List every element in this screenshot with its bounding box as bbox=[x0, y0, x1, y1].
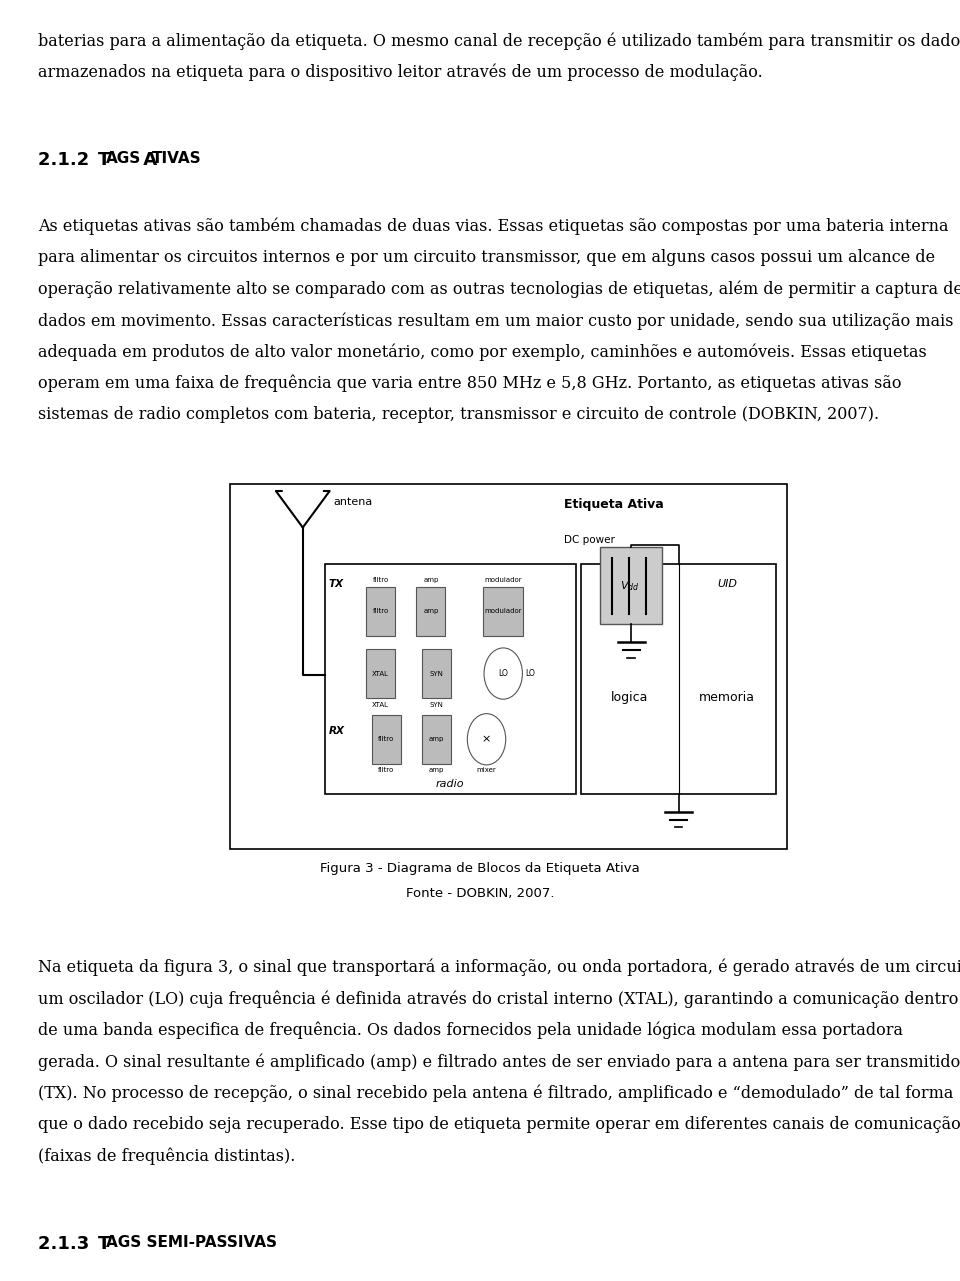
Text: filtro: filtro bbox=[372, 608, 389, 615]
Text: modulador: modulador bbox=[485, 578, 522, 583]
Text: radio: radio bbox=[436, 779, 465, 789]
Text: gerada. O sinal resultante é amplificado (amp) e filtrado antes de ser enviado p: gerada. O sinal resultante é amplificado… bbox=[38, 1053, 960, 1071]
Circle shape bbox=[468, 714, 506, 765]
Text: para alimentar os circuitos internos e por um circuito transmissor, que em algun: para alimentar os circuitos internos e p… bbox=[38, 250, 936, 266]
Text: UID: UID bbox=[717, 579, 737, 589]
Text: mixer: mixer bbox=[477, 767, 496, 774]
Bar bbox=[422, 649, 451, 698]
Text: A: A bbox=[137, 151, 157, 169]
Text: modulador: modulador bbox=[485, 608, 522, 615]
Bar bbox=[367, 587, 396, 635]
Text: DC power: DC power bbox=[564, 534, 615, 544]
Text: XTAL: XTAL bbox=[372, 702, 389, 707]
Text: logica: logica bbox=[612, 690, 649, 705]
Bar bbox=[325, 564, 576, 794]
Text: Figura 3 - Diagrama de Blocos da Etiqueta Ativa: Figura 3 - Diagrama de Blocos da Etiquet… bbox=[320, 862, 640, 875]
Text: que o dado recebido seja recuperado. Esse tipo de etiqueta permite operar em dif: que o dado recebido seja recuperado. Ess… bbox=[38, 1116, 960, 1132]
Text: armazenados na etiqueta para o dispositivo leitor através de um processo de modu: armazenados na etiqueta para o dispositi… bbox=[38, 63, 763, 81]
Text: adequada em produtos de alto valor monetário, como por exemplo, caminhões e auto: adequada em produtos de alto valor monet… bbox=[38, 343, 927, 361]
Text: LO: LO bbox=[498, 669, 508, 678]
Text: T: T bbox=[98, 1235, 110, 1253]
Text: amp: amp bbox=[429, 737, 444, 742]
Text: AGS: AGS bbox=[106, 151, 141, 167]
Text: $V_{dd}$: $V_{dd}$ bbox=[620, 579, 639, 593]
Text: sistemas de radio completos com bateria, receptor, transmissor e circuito de con: sistemas de radio completos com bateria,… bbox=[38, 406, 879, 423]
Bar bbox=[417, 587, 445, 635]
Text: T: T bbox=[98, 151, 110, 169]
Bar bbox=[483, 587, 523, 635]
Text: XTAL: XTAL bbox=[372, 670, 389, 676]
Text: baterias para a alimentação da etiqueta. O mesmo canal de recepção é utilizado t: baterias para a alimentação da etiqueta.… bbox=[38, 32, 960, 50]
Bar bbox=[372, 715, 400, 763]
Text: Etiqueta Ativa: Etiqueta Ativa bbox=[564, 498, 664, 511]
Text: LO: LO bbox=[525, 669, 535, 678]
Text: ×: × bbox=[482, 734, 492, 744]
Text: 2.1.2: 2.1.2 bbox=[38, 151, 96, 169]
Text: operação relativamente alto se comparado com as outras tecnologias de etiquetas,: operação relativamente alto se comparado… bbox=[38, 281, 960, 298]
Text: antena: antena bbox=[333, 497, 372, 507]
Text: SYN: SYN bbox=[429, 702, 444, 707]
Text: filtro: filtro bbox=[372, 578, 389, 583]
Bar bbox=[367, 649, 396, 698]
Text: Na etiqueta da figura 3, o sinal que transportará a informação, ou onda portador: Na etiqueta da figura 3, o sinal que tra… bbox=[38, 959, 960, 976]
Text: operam em uma faixa de frequência que varia entre 850 MHz e 5,8 GHz. Portanto, a: operam em uma faixa de frequência que va… bbox=[38, 375, 901, 392]
Text: dados em movimento. Essas características resultam em um maior custo por unidade: dados em movimento. Essas característica… bbox=[38, 313, 954, 329]
Text: memoria: memoria bbox=[699, 690, 756, 705]
Text: filtro: filtro bbox=[378, 767, 395, 774]
Text: AGS SEMI-PASSIVAS: AGS SEMI-PASSIVAS bbox=[106, 1235, 276, 1250]
Text: amp: amp bbox=[429, 767, 444, 774]
Text: TIVAS: TIVAS bbox=[152, 151, 202, 167]
Bar bbox=[581, 564, 776, 794]
Circle shape bbox=[484, 648, 522, 699]
Text: (TX). No processo de recepção, o sinal recebido pela antena é filtrado, amplific: (TX). No processo de recepção, o sinal r… bbox=[38, 1085, 954, 1102]
Text: SYN: SYN bbox=[429, 670, 444, 676]
Text: (faixas de frequência distintas).: (faixas de frequência distintas). bbox=[38, 1148, 296, 1164]
Text: de uma banda especifica de frequência. Os dados fornecidos pela unidade lógica m: de uma banda especifica de frequência. O… bbox=[38, 1022, 903, 1039]
Text: 2.1.3: 2.1.3 bbox=[38, 1235, 96, 1253]
Text: filtro: filtro bbox=[378, 737, 395, 742]
Bar bbox=[422, 715, 451, 763]
Text: RX: RX bbox=[329, 726, 345, 737]
Text: amp: amp bbox=[423, 578, 439, 583]
Text: As etiquetas ativas são também chamadas de duas vias. Essas etiquetas são compos: As etiquetas ativas são também chamadas … bbox=[38, 218, 948, 236]
Bar bbox=[230, 484, 787, 849]
Text: amp: amp bbox=[423, 608, 439, 615]
Text: TX: TX bbox=[329, 579, 344, 589]
Text: Fonte - DOBKIN, 2007.: Fonte - DOBKIN, 2007. bbox=[406, 888, 554, 901]
Bar bbox=[600, 547, 662, 624]
Text: um oscilador (LO) cuja frequência é definida através do cristal interno (XTAL), : um oscilador (LO) cuja frequência é defi… bbox=[38, 990, 959, 1008]
